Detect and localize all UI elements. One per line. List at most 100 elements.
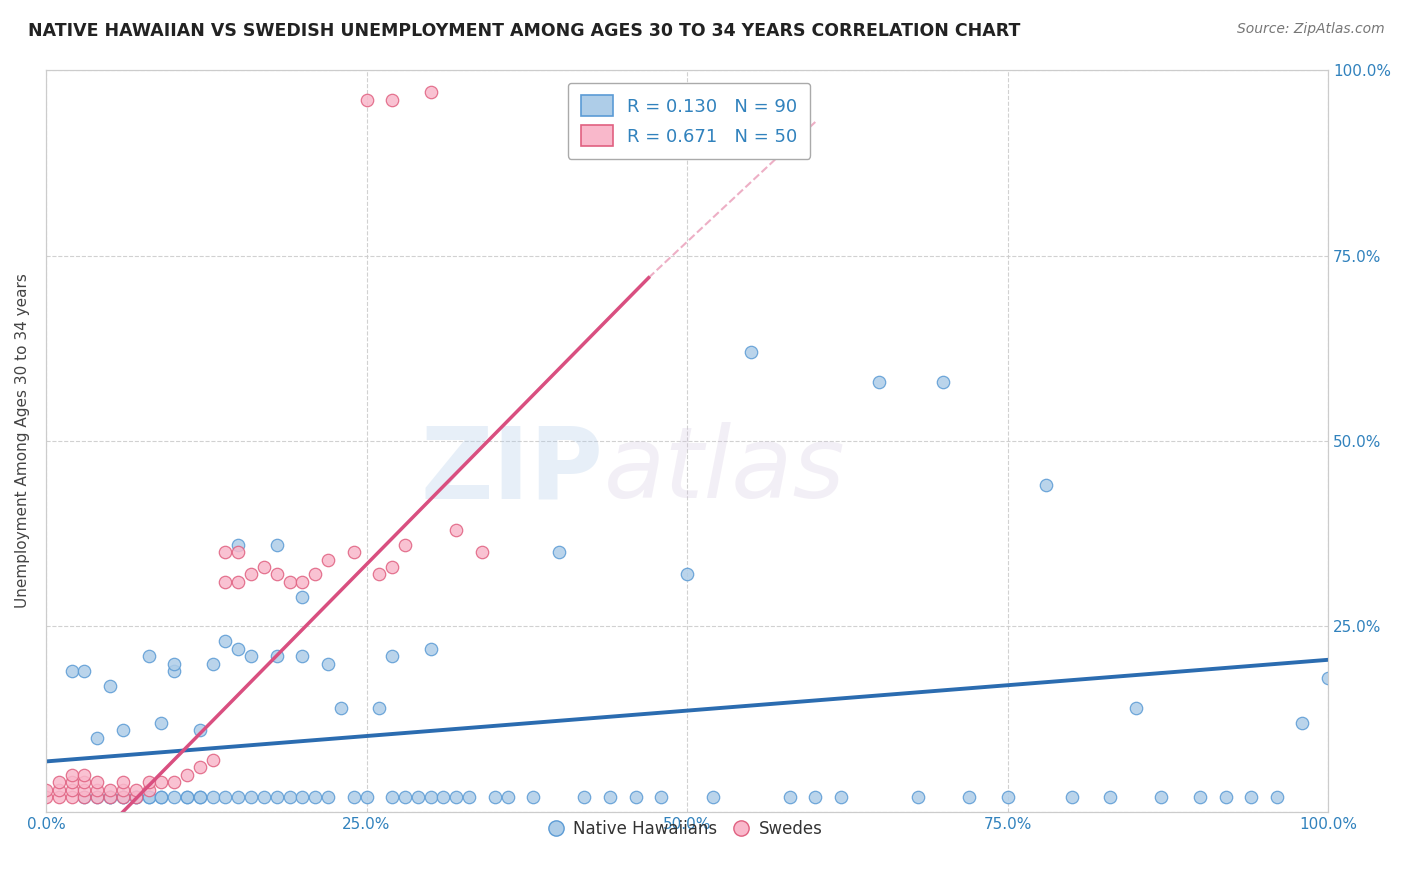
- Point: [574, 790, 596, 805]
- Point: [60, 775, 83, 789]
- Point: [86, 790, 108, 805]
- Point: [278, 790, 301, 805]
- Point: [316, 790, 339, 805]
- Point: [176, 790, 198, 805]
- Point: [932, 375, 955, 389]
- Point: [1188, 790, 1211, 805]
- Point: [150, 790, 173, 805]
- Point: [86, 775, 108, 789]
- Point: [111, 790, 134, 805]
- Point: [226, 545, 249, 559]
- Point: [240, 649, 263, 664]
- Point: [419, 790, 441, 805]
- Point: [201, 657, 224, 671]
- Point: [240, 790, 263, 805]
- Point: [201, 790, 224, 805]
- Point: [291, 649, 314, 664]
- Point: [266, 567, 288, 582]
- Point: [73, 790, 96, 805]
- Point: [1150, 790, 1173, 805]
- Point: [997, 790, 1019, 805]
- Point: [48, 790, 70, 805]
- Point: [214, 574, 236, 589]
- Text: ZIP: ZIP: [420, 422, 603, 519]
- Point: [86, 731, 108, 745]
- Point: [226, 574, 249, 589]
- Point: [188, 723, 211, 738]
- Point: [188, 790, 211, 805]
- Point: [138, 775, 160, 789]
- Point: [779, 790, 801, 805]
- Point: [458, 790, 481, 805]
- Point: [125, 790, 148, 805]
- Point: [496, 790, 519, 805]
- Point: [1317, 671, 1340, 685]
- Point: [381, 93, 404, 107]
- Point: [1125, 701, 1147, 715]
- Point: [214, 545, 236, 559]
- Point: [599, 790, 621, 805]
- Point: [740, 345, 762, 359]
- Point: [394, 538, 416, 552]
- Point: [1060, 790, 1083, 805]
- Point: [316, 657, 339, 671]
- Point: [138, 790, 160, 805]
- Point: [86, 782, 108, 797]
- Point: [214, 790, 236, 805]
- Point: [111, 775, 134, 789]
- Point: [60, 782, 83, 797]
- Point: [73, 664, 96, 678]
- Y-axis label: Unemployment Among Ages 30 to 34 years: Unemployment Among Ages 30 to 34 years: [15, 274, 30, 608]
- Point: [1215, 790, 1237, 805]
- Point: [86, 790, 108, 805]
- Point: [98, 782, 121, 797]
- Point: [316, 552, 339, 566]
- Point: [240, 567, 263, 582]
- Point: [343, 545, 366, 559]
- Point: [138, 782, 160, 797]
- Point: [150, 790, 173, 805]
- Point: [304, 790, 326, 805]
- Point: [356, 93, 378, 107]
- Point: [35, 790, 58, 805]
- Point: [406, 790, 429, 805]
- Point: [253, 560, 276, 574]
- Point: [98, 790, 121, 805]
- Point: [35, 782, 58, 797]
- Point: [226, 538, 249, 552]
- Point: [381, 560, 404, 574]
- Point: [266, 649, 288, 664]
- Point: [98, 679, 121, 693]
- Point: [676, 567, 699, 582]
- Point: [484, 790, 506, 805]
- Point: [329, 701, 352, 715]
- Point: [253, 790, 276, 805]
- Point: [343, 790, 366, 805]
- Point: [957, 790, 980, 805]
- Point: [446, 523, 468, 537]
- Point: [73, 768, 96, 782]
- Point: [163, 775, 186, 789]
- Text: Source: ZipAtlas.com: Source: ZipAtlas.com: [1237, 22, 1385, 37]
- Point: [394, 790, 416, 805]
- Point: [163, 664, 186, 678]
- Point: [446, 790, 468, 805]
- Point: [188, 790, 211, 805]
- Point: [60, 664, 83, 678]
- Point: [98, 790, 121, 805]
- Point: [368, 567, 391, 582]
- Point: [150, 775, 173, 789]
- Point: [650, 790, 672, 805]
- Point: [111, 790, 134, 805]
- Point: [278, 574, 301, 589]
- Point: [138, 649, 160, 664]
- Point: [266, 790, 288, 805]
- Text: NATIVE HAWAIIAN VS SWEDISH UNEMPLOYMENT AMONG AGES 30 TO 34 YEARS CORRELATION CH: NATIVE HAWAIIAN VS SWEDISH UNEMPLOYMENT …: [28, 22, 1021, 40]
- Point: [381, 790, 404, 805]
- Point: [48, 775, 70, 789]
- Point: [150, 715, 173, 730]
- Point: [830, 790, 852, 805]
- Point: [1099, 790, 1122, 805]
- Point: [176, 790, 198, 805]
- Point: [111, 790, 134, 805]
